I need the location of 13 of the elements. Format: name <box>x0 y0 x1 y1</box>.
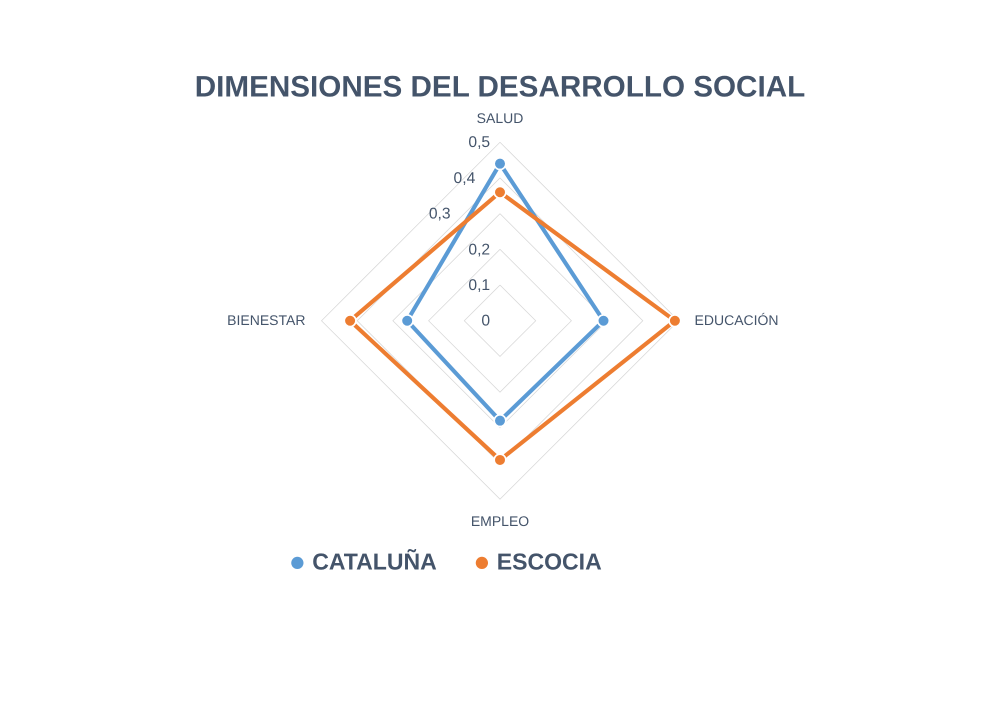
y-tick-label: 0,1 <box>468 276 490 294</box>
y-tick-label: 0,4 <box>454 170 476 187</box>
y-tick-label: 0,3 <box>428 206 451 223</box>
y-tick-label: 0 <box>481 312 490 330</box>
legend-label: ESCOCIA <box>496 548 602 574</box>
spoke-label: EDUCACIÓN <box>694 312 779 328</box>
spoke-label: SALUD <box>476 110 524 126</box>
y-tick-label: 0,5 <box>468 134 490 152</box>
y-tick-label: 0,2 <box>468 241 490 258</box>
chart-title: DIMENSIONES DEL DESARROLLO SOCIAL <box>194 70 806 104</box>
legend-label: CATALUÑA <box>312 548 438 574</box>
spoke-label: EMPLEO <box>470 512 530 529</box>
spoke-label: BIENESTAR <box>227 312 306 328</box>
